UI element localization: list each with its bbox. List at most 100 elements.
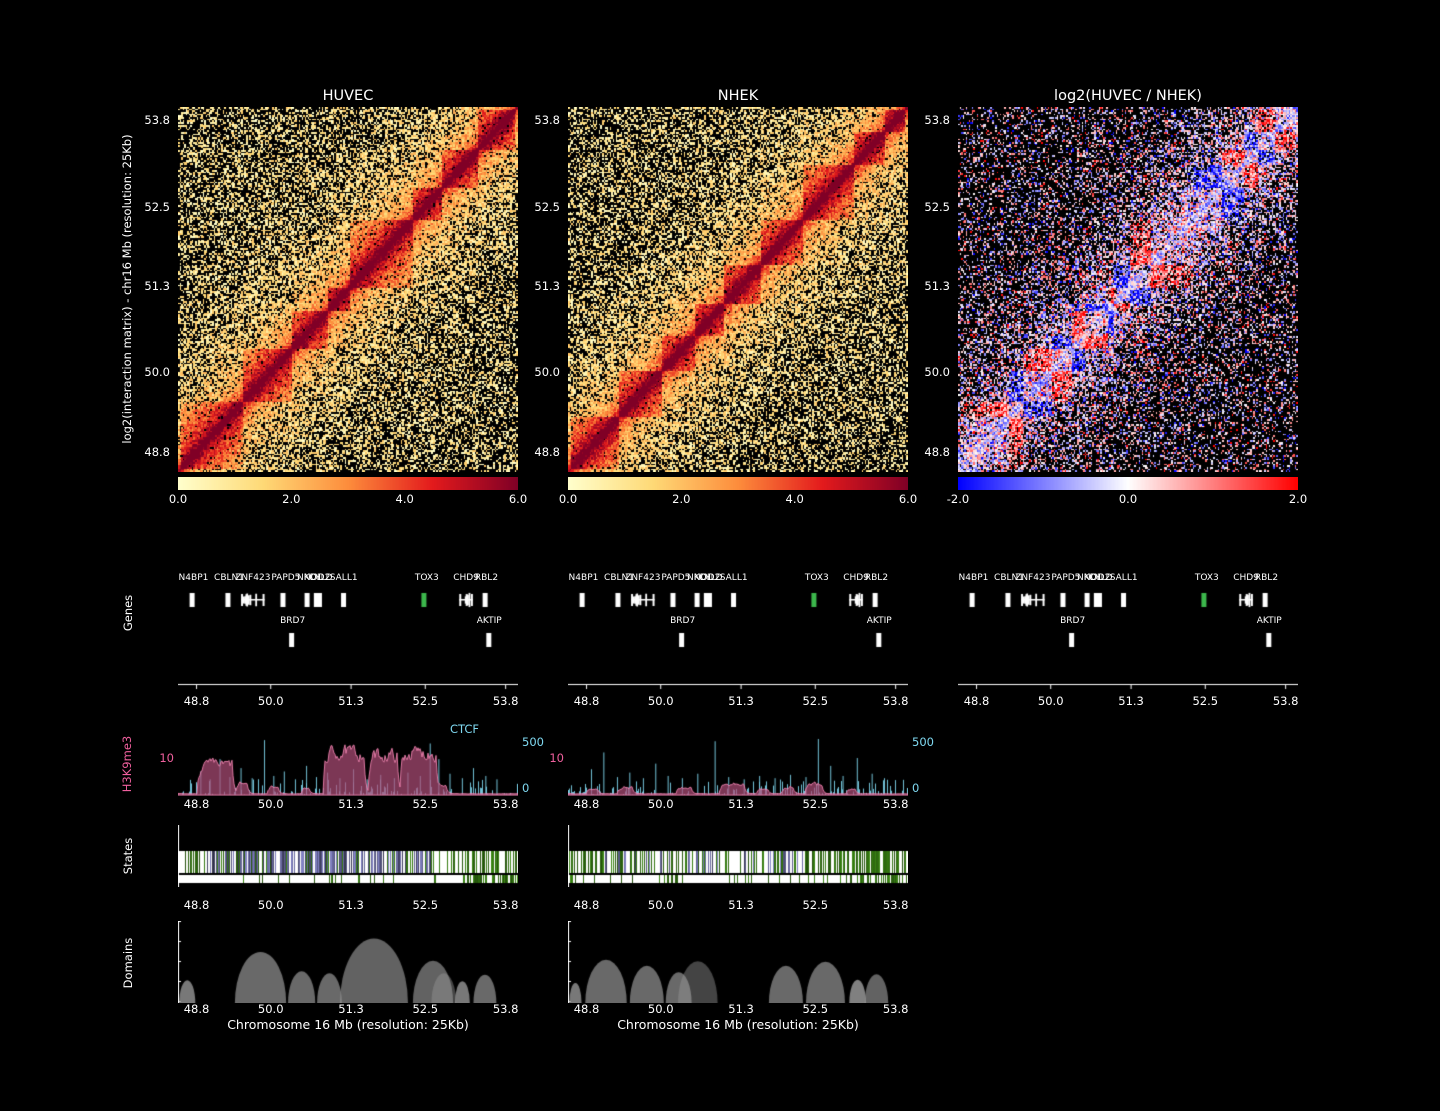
colorbar-tick-label: 2.0 [672, 492, 691, 506]
gene-labels-row2: BRD7 AKTIP [958, 616, 1298, 628]
domains-arcs-track [568, 921, 908, 1003]
gene-label: CHD9 [843, 573, 869, 583]
x-axis-title: Chromosome 16 Mb (resolution: 25Kb) [227, 1017, 469, 1032]
signal-tick-labels: 48.8 50.0 51.3 52.5 53.8 [178, 797, 519, 811]
gene-label: BRD7 [1060, 616, 1086, 626]
signal-tick-labels: 48.8 50.0 51.3 52.5 53.8 [568, 797, 909, 811]
heatmap-y-axis-ticks: 48.8 50.0 51.3 52.5 53.8 [130, 107, 174, 472]
x-axis-tick-label: 51.3 [728, 1002, 754, 1016]
x-axis-tick-label: 53.8 [492, 1002, 519, 1016]
gene-label: NKD1 [687, 573, 713, 583]
gene-label: RBL2 [864, 573, 889, 583]
gene-label: NKD1 [297, 573, 323, 583]
x-axis-tick-label: 50.0 [647, 1002, 674, 1016]
gene-label: PAPD5 [661, 573, 691, 583]
gene-label: TOX3 [804, 573, 829, 583]
x-axis-tick-label: 48.8 [573, 898, 600, 912]
domains-track-label: Domains [121, 937, 135, 989]
colorbar-tick-label: 0.0 [168, 492, 188, 506]
gene-label: N4BP1 [568, 573, 599, 583]
gene-label: NOD2 [303, 573, 331, 583]
y-axis-tick-label: 53.8 [924, 113, 950, 128]
x-axis-tick-label: 48.8 [573, 694, 600, 708]
y-axis-tick-label: 52.5 [534, 199, 560, 214]
y-axis-tick-label: 52.5 [924, 199, 950, 214]
gene-label: CYLD [1089, 573, 1113, 583]
colorbar-tick-label: 2.0 [282, 492, 301, 506]
genes-track [178, 588, 518, 658]
x-axis-tick-label: 53.8 [882, 694, 909, 708]
x-axis-tick-label: 53.8 [492, 898, 519, 912]
genes-track-label: Genes [121, 594, 135, 632]
colorbar-tick-label: 6.0 [898, 492, 918, 506]
x-axis-tick-label: 48.8 [183, 694, 210, 708]
x-axis-tick-label: 50.0 [647, 797, 674, 811]
x-axis-tick-label: 52.5 [412, 694, 439, 708]
x-axis-tick-label: 48.8 [573, 1002, 600, 1016]
gene-labels-row1: N4BP1 CBLN1 ZNF423 PAPD5 NKD1 NOD2 CYLD SALL1 TO… [958, 573, 1298, 585]
gene-label: SALL1 [329, 573, 358, 583]
y-axis-tick-label: 53.8 [534, 113, 560, 128]
ctcf-label: CTCF [450, 722, 480, 736]
x-axis-tick-label: 52.5 [412, 1002, 439, 1016]
gene-labels-row1: N4BP1 CBLN1 ZNF423 PAPD5 NKD1 NOD2 CYLD SALL1 TO… [568, 573, 908, 585]
gene-label: NOD2 [1083, 573, 1111, 583]
x-axis-tick-label: 48.8 [183, 797, 210, 811]
x-axis-tick-label: 51.3 [338, 797, 364, 811]
x-axis-tick-label: 51.3 [728, 797, 754, 811]
heatmap-huvec [178, 107, 518, 472]
gene-label: TOX3 [1194, 573, 1219, 583]
coordinate-ruler [958, 683, 1298, 693]
panel-column-nhek: NHEK 48.8 50.0 51.3 52.5 53.8 0.0 2.0 4.0 6.0 N… [534, 0, 934, 1111]
x-axis-tick-label: 52.5 [802, 1002, 829, 1016]
gene-label: RBL2 [474, 573, 499, 583]
gene-label: CBLN1 [994, 573, 1024, 583]
domains-tick-labels: 48.8 50.0 51.3 52.5 53.8 [568, 1002, 909, 1016]
y-axis-tick-label: 51.3 [144, 279, 170, 294]
gene-label: PAPD5 [271, 573, 301, 583]
colorbar-tick-label: 2.0 [1288, 492, 1308, 506]
x-axis-tick-label: 53.8 [882, 1002, 909, 1016]
gene-label: CBLN1 [604, 573, 634, 583]
gene-label: CYLD [309, 573, 333, 583]
gene-label: NKD1 [1077, 573, 1103, 583]
y-axis-tick-label: 50.0 [924, 365, 950, 380]
colorbar [178, 477, 518, 490]
gene-labels-row1: N4BP1 CBLN1 ZNF423 PAPD5 NKD1 NOD2 CYLD SALL1 TO… [178, 573, 518, 585]
gene-label: CHD9 [453, 573, 479, 583]
y-axis-tick-label: 51.3 [924, 279, 950, 294]
x-axis-tick-label: 53.8 [1272, 694, 1299, 708]
x-axis-tick-label: 53.8 [492, 694, 519, 708]
x-axis-tick-label: 50.0 [257, 797, 284, 811]
colorbar-tick-label: 0.0 [558, 492, 578, 506]
gene-label: AKTIP [866, 616, 892, 626]
ctcf-axis-max-label: 500 [912, 735, 934, 749]
x-axis-tick-label: 50.0 [647, 694, 674, 708]
panel-title: NHEK [717, 88, 759, 104]
x-axis-title: Chromosome 16 Mb (resolution: 25Kb) [617, 1017, 859, 1032]
h3k9me3-track-label: H3K9me3 [120, 735, 134, 793]
colorbar-tick-label: 4.0 [785, 492, 804, 506]
colorbar-tick-label: -2.0 [946, 492, 970, 506]
gene-label: BRD7 [670, 616, 696, 626]
gene-label: ZNF423 [625, 573, 661, 583]
gene-label: AKTIP [1256, 616, 1282, 626]
heatmap-nhek [568, 107, 908, 472]
x-axis-tick-label: 53.8 [882, 898, 909, 912]
genes-track [958, 588, 1298, 658]
h3k9me3-ctcf-track [568, 734, 908, 796]
x-axis-tick-label: 51.3 [338, 1002, 364, 1016]
x-axis-tick-label: 48.8 [963, 694, 990, 708]
colorbar-tick-label: 6.0 [508, 492, 528, 506]
gene-label: N4BP1 [178, 573, 209, 583]
chromatin-states-track [178, 825, 518, 887]
h3k9me3-ctcf-track [178, 734, 518, 796]
x-axis-tick-label: 53.8 [882, 797, 909, 811]
genes-track [568, 588, 908, 658]
colorbar-tick-labels: -2.0 0.0 2.0 [947, 492, 1307, 506]
x-axis-tick-label: 50.0 [257, 694, 284, 708]
x-axis-tick-label: 48.8 [183, 1002, 210, 1016]
y-axis-tick-label: 48.8 [924, 445, 950, 460]
x-axis-tick-label: 52.5 [802, 898, 829, 912]
